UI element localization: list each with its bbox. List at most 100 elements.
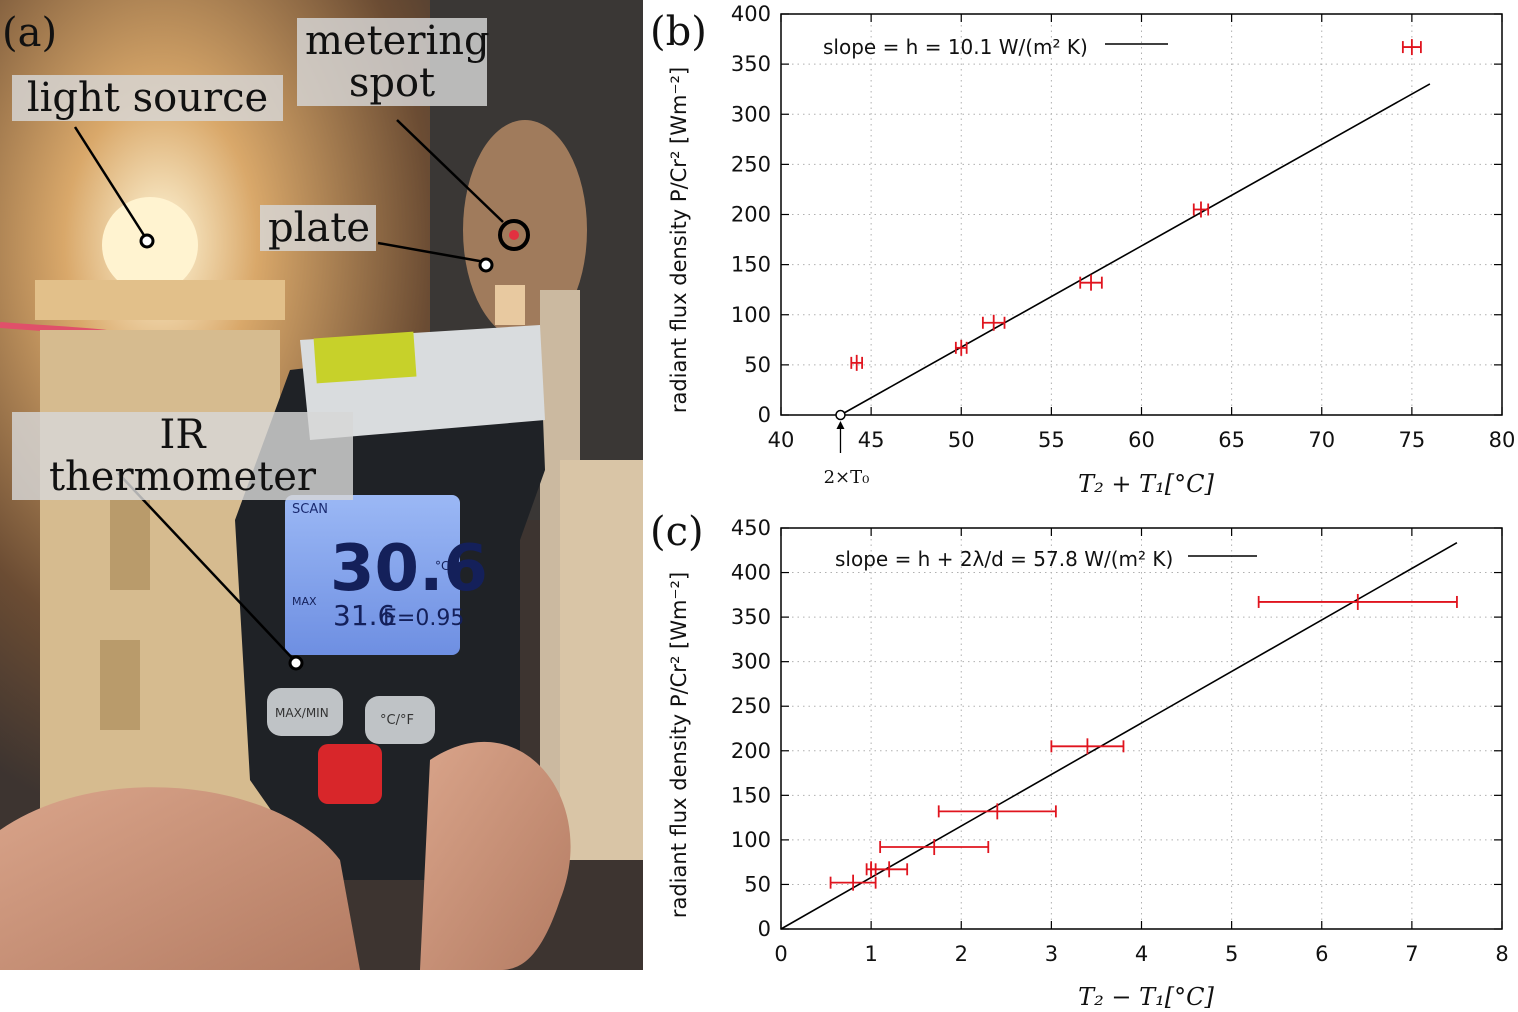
display-reading: 30.6: [330, 532, 488, 606]
y-tick-label: 50: [744, 872, 771, 896]
chart-b-annotation-text: 2×T₀: [824, 467, 870, 488]
chart-c-x-ticks: 0 1 2 3 4 5 6 7 8: [774, 528, 1509, 966]
y-tick-label: 300: [731, 102, 771, 126]
data-point: [870, 861, 909, 878]
x-tick-label: 6: [1315, 942, 1328, 966]
display-max-label: MAX: [292, 595, 317, 608]
y-tick-label: 350: [731, 52, 771, 76]
y-tick-label: 250: [731, 694, 771, 718]
chart-b-x-ticks: 40 45 50 55 60 65 70 75 80: [768, 14, 1516, 452]
chart-c-y-ticks: 0 50 100 150 200 250 300 350 400 450: [731, 516, 1502, 941]
y-tick-label: 50: [744, 353, 771, 377]
y-tick-label: 400: [731, 561, 771, 585]
y-tick-label: 350: [731, 605, 771, 629]
data-point: [879, 839, 990, 856]
thermometer-display: [285, 495, 460, 655]
chart-c-legend-text: slope = h + 2λ/d = 57.8 W/(m² K): [835, 547, 1173, 571]
chart-c-xlabel: T₂ − T₁[°C]: [1078, 983, 1214, 1011]
panel-c-label: (c): [650, 509, 704, 555]
callout-plate: plate: [260, 205, 376, 251]
x-tick-label: 7: [1405, 942, 1418, 966]
y-tick-label: 200: [731, 739, 771, 763]
fit-line: [780, 542, 1458, 930]
x-tick-label: 65: [1218, 428, 1245, 452]
unit-button: [365, 696, 435, 744]
fit-line: [840, 83, 1431, 416]
x-tick-label: 8: [1495, 942, 1508, 966]
x-tick-label: 75: [1399, 428, 1426, 452]
max-min-button-label: MAX/MIN: [275, 706, 329, 720]
chart-c-points: [829, 593, 1458, 891]
y-tick-label: 100: [731, 828, 771, 852]
x-tick-label: 50: [948, 428, 975, 452]
annotation-marker: [835, 409, 846, 421]
chart-b-fit-line: [840, 83, 1431, 416]
data-point: [829, 874, 877, 891]
x-tick-label: 2: [955, 942, 968, 966]
data-point: [1050, 738, 1125, 755]
chart-c-fit-line: [780, 542, 1458, 930]
y-tick-label: 250: [731, 152, 771, 176]
y-tick-label: 300: [731, 650, 771, 674]
chart-b-frame: [780, 13, 1503, 416]
chart-b: (b) 40 45 50 55 60 65 70 75 80 0 50 100 150 200 250 30…: [650, 2, 1516, 498]
chart-b-annotation: 2×T₀: [824, 409, 870, 488]
x-tick-label: 1: [864, 942, 877, 966]
callout-ir-thermometer: IR thermometer: [12, 412, 353, 500]
x-tick-label: 70: [1308, 428, 1335, 452]
hand: [0, 787, 360, 970]
data-point: [1401, 39, 1422, 56]
chart-b-grid: [781, 14, 1502, 415]
data-point: [981, 314, 1006, 331]
panel-a-label: (a): [2, 10, 58, 56]
max-min-button: [267, 688, 343, 736]
laser-button: [318, 744, 382, 804]
y-tick-label: 150: [731, 253, 771, 277]
callout-metering-spot: metering spot: [297, 18, 490, 106]
plate-marker: [478, 257, 494, 273]
x-tick-label: 3: [1045, 942, 1058, 966]
y-tick-label: 0: [758, 917, 771, 941]
data-point: [937, 803, 1057, 820]
data-point: [954, 339, 968, 356]
x-tick-label: 80: [1489, 428, 1516, 452]
x-tick-label: 40: [768, 428, 795, 452]
chart-b-xlabel: T₂ + T₁[°C]: [1078, 470, 1214, 498]
light-source-marker: [139, 233, 155, 249]
chart-b-y-ticks: 0 50 100 150 200 250 300 350 400: [731, 2, 1502, 427]
callout-light-source: light source: [12, 75, 283, 121]
unit-button-label: °C/°F: [380, 713, 414, 728]
y-tick-label: 100: [731, 303, 771, 327]
display-scan-text: SCAN: [292, 502, 328, 517]
y-tick-label: 400: [731, 2, 771, 26]
display-max-value: 31.6: [333, 599, 395, 632]
photo-panel: SCAN 30.6 °C MAX 31.6 E=0.95 MAX/MIN °C/…: [0, 0, 643, 970]
display-unit: °C: [435, 559, 449, 573]
y-tick-label: 450: [731, 516, 771, 540]
chart-c-grid: [781, 528, 1502, 929]
chart-c: (c) 0 1 2 3 4 5 6 7 8 0 50 100 150 200 250 300 350 400 45…: [650, 509, 1509, 1011]
data-point: [1257, 593, 1458, 610]
chart-b-ylabel: radiant flux density P/Cr² [Wm⁻²]: [667, 67, 691, 413]
metering-spot-marker: [498, 219, 530, 251]
x-tick-label: 60: [1128, 428, 1155, 452]
x-tick-label: 5: [1225, 942, 1238, 966]
x-tick-label: 55: [1038, 428, 1065, 452]
ir-thermometer-marker: [288, 655, 304, 671]
y-tick-label: 200: [731, 203, 771, 227]
chart-b-points: [850, 39, 1422, 371]
chart-c-ylabel: radiant flux density P/Cr² [Wm⁻²]: [667, 572, 691, 918]
callout-metering-line2: spot: [348, 60, 436, 106]
y-tick-label: 0: [758, 403, 771, 427]
x-tick-label: 45: [858, 428, 885, 452]
display-emissivity: E=0.95: [383, 606, 464, 631]
panel-b-label: (b): [650, 9, 707, 55]
chart-b-legend-text: slope = h = 10.1 W/(m² K): [823, 35, 1088, 59]
callout-metering-line1: metering: [305, 18, 490, 64]
data-point: [1079, 274, 1103, 291]
y-tick-label: 150: [731, 783, 771, 807]
data-point: [1192, 201, 1210, 218]
x-tick-label: 0: [774, 942, 787, 966]
data-point: [850, 354, 864, 371]
x-tick-label: 4: [1135, 942, 1148, 966]
